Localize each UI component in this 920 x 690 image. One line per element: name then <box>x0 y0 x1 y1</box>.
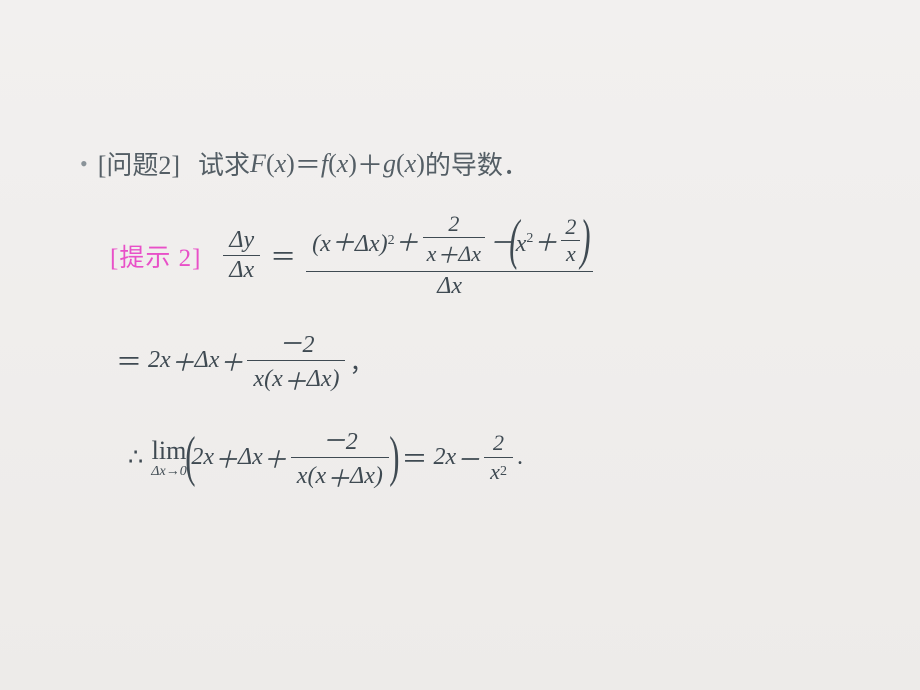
inner-frac-2: 2 x <box>561 214 580 267</box>
frac-main-num: (x＋Δx)2 ＋ 2 x＋Δx － ( x2＋ 2 x ) <box>306 210 593 271</box>
expr-F: F <box>250 149 266 179</box>
expr-f: f <box>321 149 328 179</box>
frac-main-den: Δx <box>431 272 468 301</box>
paren-close-2: ) <box>348 149 357 179</box>
question-line: • [问题2] 试求 F ( x ) ＝ f ( x ) ＋ g ( x ) 的… <box>80 145 860 182</box>
term-2x: 2x <box>148 347 171 374</box>
period: . <box>517 444 523 471</box>
prompt-prefix: 试求 <box>198 145 250 182</box>
lim-frac: －2 x(x＋Δx) <box>291 420 389 495</box>
dy: Δy <box>223 226 260 255</box>
paren-open-3: ( <box>396 149 405 179</box>
plus-1: ＋ <box>357 145 383 182</box>
limit: lim Δx→0 <box>151 436 186 480</box>
paren-close-1: ) <box>286 149 295 179</box>
rparen-icon: ) <box>581 218 591 263</box>
math-block: [提示 2] Δy Δx ＝ (x＋Δx)2 ＋ 2 x＋Δx － ( <box>110 210 860 495</box>
dx: Δx <box>223 256 260 285</box>
expr-g: g <box>383 149 396 179</box>
bullet: • <box>80 151 88 177</box>
eq-2: ＝ <box>270 237 296 274</box>
inner-frac-1: 2 x＋Δx <box>423 211 485 270</box>
lim-term-dx: Δx <box>238 444 263 471</box>
eq-4: ＝ <box>402 439 428 476</box>
question-label: [问题2] <box>98 145 180 182</box>
expr-x-3: x <box>405 149 417 179</box>
hint-label: [提示 2] <box>110 238 201 274</box>
math-row-2: ＝ 2x ＋ Δx ＋ －2 x(x＋Δx) ， <box>110 323 860 398</box>
frac-neg2: －2 x(x＋Δx) <box>247 323 345 398</box>
math-row-1: [提示 2] Δy Δx ＝ (x＋Δx)2 ＋ 2 x＋Δx － ( <box>110 210 860 301</box>
rhs-frac: 2 x2 <box>484 429 513 486</box>
suffix: 的导数． <box>425 145 529 182</box>
rparen2-icon: ) <box>389 435 399 480</box>
eq-1: ＝ <box>295 145 321 182</box>
frac-dy-dx: Δy Δx <box>223 226 260 285</box>
expr-x-2: x <box>337 149 349 179</box>
lparen-icon: ( <box>509 218 519 263</box>
rhs-2x: 2x <box>434 444 457 471</box>
math-row-3: ∴ lim Δx→0 ( 2x ＋ Δx ＋ －2 x(x＋Δx) ) ＝ 2x… <box>128 420 860 495</box>
paren-open-1: ( <box>266 149 275 179</box>
expr-x-1: x <box>275 149 287 179</box>
therefore: ∴ <box>128 443 143 472</box>
frac-main: (x＋Δx)2 ＋ 2 x＋Δx － ( x2＋ 2 x ) <box>306 210 593 301</box>
term-dx: Δx <box>195 347 220 374</box>
eq-3: ＝ <box>116 342 142 379</box>
paren-close-3: ) <box>416 149 425 179</box>
paren-open-2: ( <box>328 149 337 179</box>
comma: ， <box>349 343 373 378</box>
lparen2-icon: ( <box>185 435 195 480</box>
